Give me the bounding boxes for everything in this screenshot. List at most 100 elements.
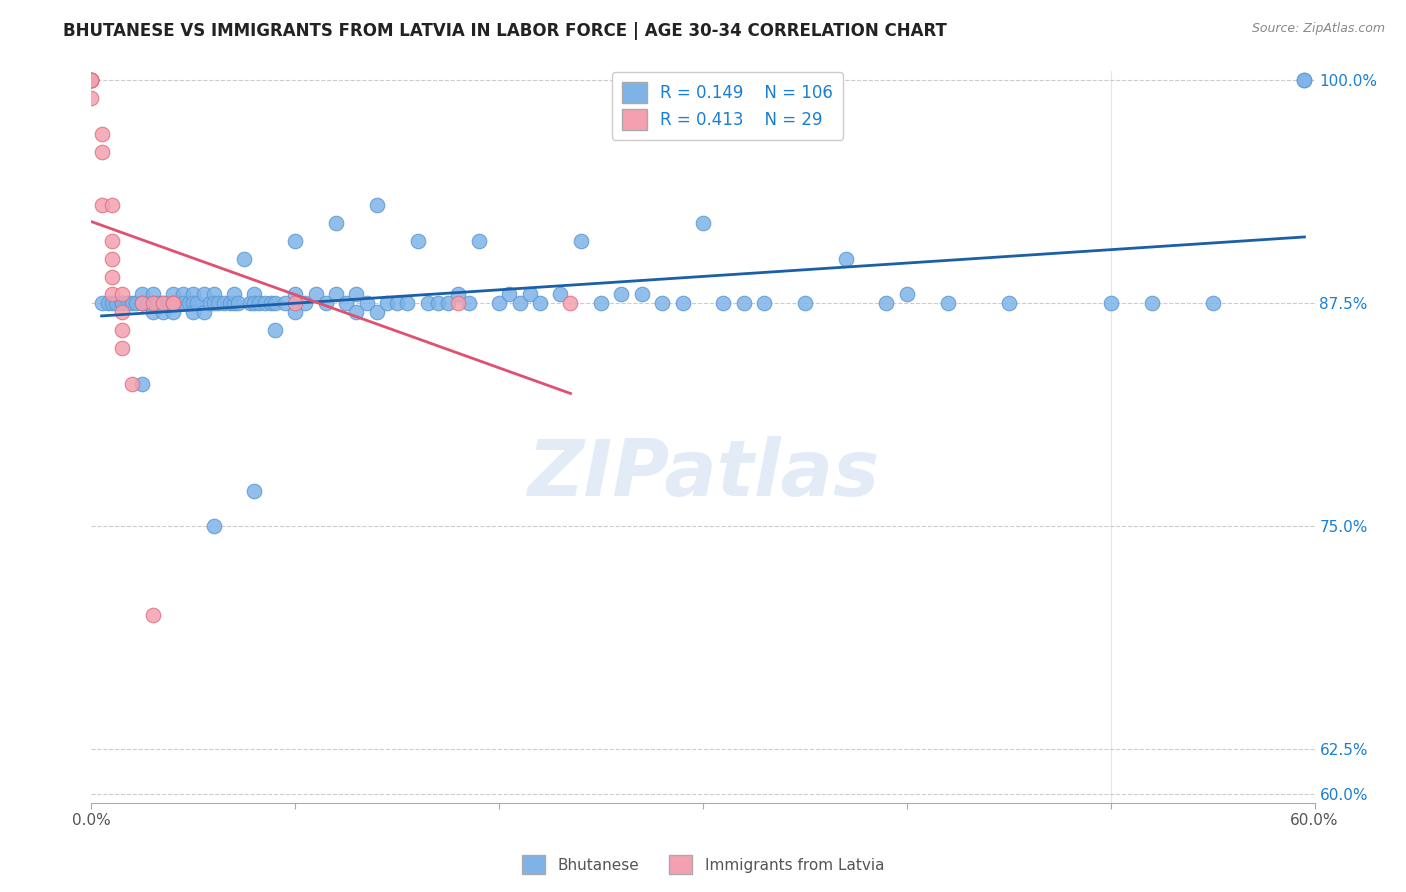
Point bbox=[631, 287, 654, 301]
Point bbox=[138, 296, 160, 310]
Point bbox=[111, 287, 134, 301]
Point bbox=[591, 296, 613, 310]
Point bbox=[162, 287, 184, 301]
Point bbox=[162, 305, 184, 319]
Point bbox=[212, 296, 235, 310]
Point bbox=[111, 323, 134, 337]
Point bbox=[284, 234, 307, 248]
Point bbox=[243, 287, 266, 301]
Point bbox=[733, 296, 755, 310]
Point bbox=[141, 305, 163, 319]
Point bbox=[80, 73, 103, 87]
Point bbox=[260, 296, 283, 310]
Text: BHUTANESE VS IMMIGRANTS FROM LATVIA IN LABOR FORCE | AGE 30-34 CORRELATION CHART: BHUTANESE VS IMMIGRANTS FROM LATVIA IN L… bbox=[63, 22, 948, 40]
Point bbox=[315, 296, 337, 310]
Point bbox=[198, 296, 221, 310]
Legend: Bhutanese, Immigrants from Latvia: Bhutanese, Immigrants from Latvia bbox=[516, 849, 890, 880]
Point bbox=[219, 296, 242, 310]
Point bbox=[111, 341, 134, 355]
Point bbox=[172, 296, 194, 310]
Point bbox=[145, 296, 167, 310]
Point bbox=[125, 296, 148, 310]
Point bbox=[243, 483, 266, 498]
Point bbox=[166, 296, 188, 310]
Point bbox=[80, 91, 103, 105]
Point bbox=[284, 305, 307, 319]
Point bbox=[162, 296, 184, 310]
Point bbox=[141, 296, 163, 310]
Point bbox=[651, 296, 673, 310]
Point bbox=[754, 296, 776, 310]
Point bbox=[488, 296, 510, 310]
Text: ZIPatlas: ZIPatlas bbox=[527, 435, 879, 512]
Point bbox=[193, 287, 215, 301]
Point bbox=[672, 296, 695, 310]
Point bbox=[172, 287, 194, 301]
Point bbox=[1202, 296, 1225, 310]
Point bbox=[509, 296, 531, 310]
Point bbox=[141, 296, 163, 310]
Point bbox=[457, 296, 479, 310]
Point bbox=[284, 296, 307, 310]
Point bbox=[416, 296, 439, 310]
Point bbox=[437, 296, 460, 310]
Point bbox=[131, 287, 153, 301]
Point bbox=[207, 296, 229, 310]
Point bbox=[356, 296, 378, 310]
Point bbox=[346, 305, 368, 319]
Point bbox=[111, 296, 134, 310]
Point bbox=[183, 287, 205, 301]
Point bbox=[202, 287, 225, 301]
Point bbox=[131, 296, 153, 310]
Point bbox=[1294, 73, 1316, 87]
Point bbox=[1099, 296, 1122, 310]
Point bbox=[610, 287, 633, 301]
Point bbox=[1294, 73, 1316, 87]
Point bbox=[385, 296, 409, 310]
Point bbox=[104, 296, 127, 310]
Point bbox=[346, 287, 368, 301]
Point bbox=[101, 269, 124, 284]
Point bbox=[498, 287, 520, 301]
Point bbox=[90, 127, 112, 141]
Point bbox=[793, 296, 815, 310]
Point bbox=[1140, 296, 1163, 310]
Point bbox=[264, 323, 287, 337]
Point bbox=[141, 287, 163, 301]
Point bbox=[835, 252, 858, 266]
Point bbox=[875, 296, 898, 310]
Legend: R = 0.149    N = 106, R = 0.413    N = 29: R = 0.149 N = 106, R = 0.413 N = 29 bbox=[612, 72, 844, 140]
Point bbox=[121, 376, 143, 391]
Point bbox=[239, 296, 262, 310]
Point bbox=[519, 287, 541, 301]
Point bbox=[152, 296, 174, 310]
Point bbox=[202, 296, 225, 310]
Point bbox=[896, 287, 918, 301]
Point bbox=[101, 198, 124, 212]
Point bbox=[711, 296, 734, 310]
Point bbox=[152, 305, 174, 319]
Point bbox=[264, 296, 287, 310]
Point bbox=[335, 296, 357, 310]
Point bbox=[222, 287, 246, 301]
Point bbox=[152, 296, 174, 310]
Point bbox=[117, 296, 139, 310]
Point bbox=[131, 296, 153, 310]
Point bbox=[396, 296, 419, 310]
Point bbox=[550, 287, 572, 301]
Point bbox=[90, 198, 112, 212]
Point bbox=[274, 296, 297, 310]
Text: Source: ZipAtlas.com: Source: ZipAtlas.com bbox=[1251, 22, 1385, 36]
Point bbox=[162, 296, 184, 310]
Point bbox=[427, 296, 450, 310]
Point bbox=[97, 296, 120, 310]
Point bbox=[366, 198, 388, 212]
Point bbox=[101, 234, 124, 248]
Point bbox=[222, 296, 246, 310]
Point bbox=[80, 73, 103, 87]
Point bbox=[111, 305, 134, 319]
Point bbox=[90, 296, 112, 310]
Point bbox=[202, 519, 225, 533]
Point bbox=[162, 296, 184, 310]
Point bbox=[101, 252, 124, 266]
